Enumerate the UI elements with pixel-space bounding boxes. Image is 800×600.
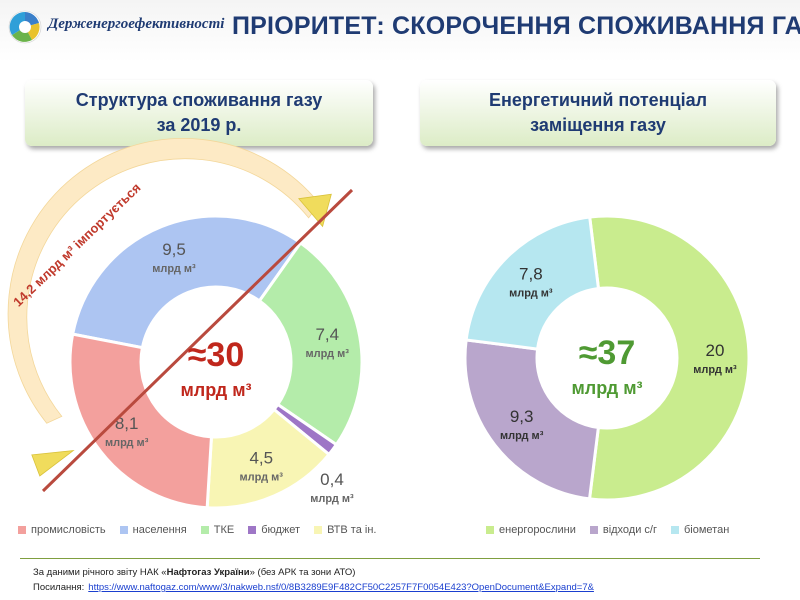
slice-value-label: 0,4 — [320, 470, 344, 489]
slice-unit-label: млрд м³ — [509, 287, 553, 299]
legend-item-energy-crops: енергорослини — [486, 524, 576, 536]
donut-slice-biomethane — [464, 215, 601, 351]
legend-swatch — [18, 526, 26, 534]
legend-swatch — [119, 526, 128, 534]
slice-value-label: 9,5 — [162, 240, 186, 259]
link-label: Посилання: — [33, 582, 85, 593]
donut-slice-district-heating — [257, 240, 364, 447]
legend-item-agri-waste: відходи с/г — [589, 524, 657, 536]
legend-item-biomethane: біометан — [671, 524, 729, 536]
right-center-value: ≈37 — [579, 334, 635, 372]
slice-value-label: 20 — [706, 341, 725, 360]
source-link[interactable]: https://www.naftogaz.com/www/3/nakweb.ns… — [88, 582, 594, 593]
left-chart-title-line-2: за 2019 р. — [156, 115, 242, 135]
legend-item-technological-needs: ВТВ та ін. — [314, 524, 376, 536]
legend-label: ВТВ та ін. — [327, 524, 377, 536]
source-suffix: » (без АРК та зони АТО) — [249, 567, 356, 578]
page-title: ПРІОРИТЕТ: СКОРОЧЕННЯ СПОЖИВАННЯ ГАЗУ — [232, 12, 800, 40]
left-chart-title-line-1: Структура споживання газу — [75, 90, 323, 110]
donut-slice-energy-crops — [587, 214, 751, 502]
import-arrow-band — [7, 137, 321, 424]
slice-value-label: 7,4 — [315, 325, 339, 344]
legend-swatch — [314, 526, 323, 534]
left-center-value: ≈30 — [188, 336, 244, 374]
slice-unit-label: млрд м³ — [306, 348, 350, 360]
right-chart-title-line-2: заміщення газу — [530, 115, 666, 135]
left-chart-title-box: Структура споживання газу за 2019 р. — [25, 80, 373, 146]
right-chart-legend: енергорослини відходи с/г біометан — [486, 524, 743, 536]
legend-label: енергорослини — [499, 524, 576, 536]
header-bar: Держенергоефективності ПРІОРИТЕТ: СКОРОЧ… — [0, 0, 800, 62]
slice-unit-label: млрд м³ — [500, 430, 544, 442]
source-prefix: За даними річного звіту НАК « — [33, 567, 167, 578]
slice-unit-label: млрд м³ — [693, 364, 737, 376]
legend-label: ТКЕ — [213, 524, 235, 536]
legend-label: бюджет — [261, 524, 301, 536]
legend-item-households: населення — [119, 524, 187, 536]
slice-value-label: 8,1 — [115, 414, 139, 433]
slice-unit-label: млрд м³ — [240, 472, 284, 484]
agency-logo-icon — [8, 10, 42, 44]
legend-label: населення — [132, 524, 187, 536]
legend-item-industry: промисловість — [18, 524, 106, 536]
slice-unit-label: млрд м³ — [105, 437, 149, 449]
legend-item-district-heating: ТКЕ — [200, 524, 235, 536]
legend-label: біометан — [684, 524, 730, 536]
source-note: За даними річного звіту НАК «Нафтогаз Ук… — [33, 567, 355, 578]
legend-swatch — [248, 526, 257, 534]
left-chart-legend: промисловість населення ТКЕ бюджет ВТВ т… — [18, 524, 390, 536]
donut-slice-households — [70, 214, 303, 350]
left-center-unit: млрд м³ — [180, 380, 251, 400]
source-link-row: Посилання: https://www.naftogaz.com/www/3… — [33, 582, 594, 593]
donut-slice-industry — [68, 332, 214, 510]
footer-divider — [20, 558, 760, 559]
slice-unit-label: млрд м³ — [310, 493, 354, 505]
legend-swatch — [200, 526, 209, 534]
right-chart-title-box: Енергетичний потенціал заміщення газу — [420, 80, 776, 146]
donut-slice-agri-waste — [463, 338, 601, 501]
legend-swatch — [671, 526, 679, 534]
legend-item-budget: бюджет — [248, 524, 300, 536]
source-name: Нафтогаз України — [166, 567, 250, 578]
slice-value-label: 4,5 — [249, 449, 273, 468]
slice-value-label: 9,3 — [510, 407, 534, 426]
legend-label: промисловість — [31, 524, 106, 536]
import-split-line — [41, 188, 354, 493]
right-chart-title-line-1: Енергетичний потенціал — [488, 90, 708, 110]
slice-value-label: 7,8 — [519, 264, 543, 283]
legend-label: відходи с/г — [602, 524, 657, 536]
import-arrow-head-bottom — [31, 450, 75, 477]
slice-unit-label: млрд м³ — [152, 263, 196, 275]
agency-name: Держенергоефективності — [48, 16, 225, 32]
legend-swatch — [589, 526, 598, 534]
legend-swatch — [486, 526, 494, 534]
right-center-unit: млрд м³ — [571, 378, 642, 398]
